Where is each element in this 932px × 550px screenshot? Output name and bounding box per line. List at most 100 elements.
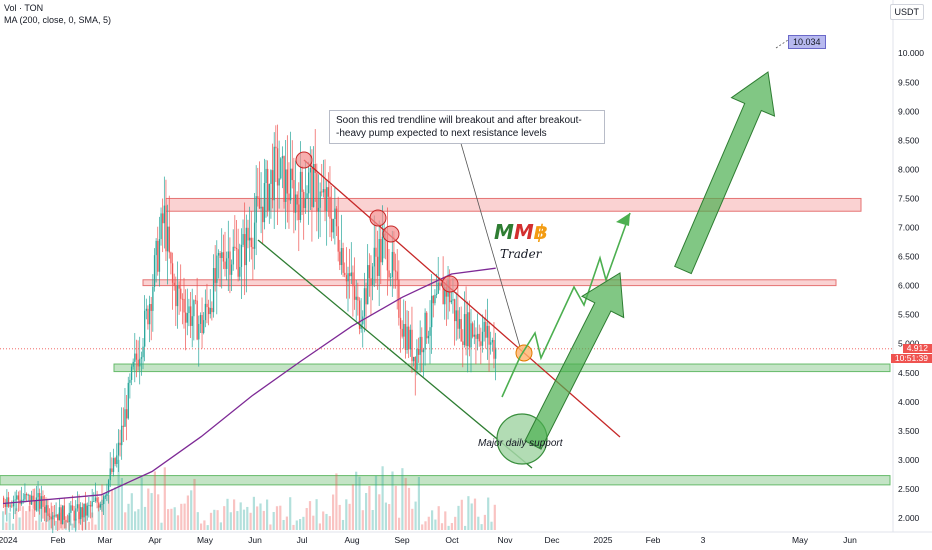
volume-bar <box>477 516 480 530</box>
candle-body <box>411 329 413 362</box>
volume-bar <box>285 516 288 530</box>
candle-body <box>117 442 120 456</box>
x-tick-label: Oct <box>445 535 459 545</box>
volume-bar <box>246 506 249 530</box>
candle-body <box>142 346 144 358</box>
candle-body <box>403 323 405 337</box>
candle-body <box>11 505 13 507</box>
volume-bar <box>289 497 292 530</box>
candle-body <box>488 325 490 345</box>
candle-body <box>306 193 308 199</box>
candle-body <box>427 335 430 339</box>
volume-bar <box>11 523 15 530</box>
candle-body <box>419 336 421 355</box>
volume-bar <box>305 508 308 530</box>
volume-bar <box>183 503 186 530</box>
candle-body <box>121 425 123 446</box>
breakout-circle <box>515 344 533 362</box>
candle-body <box>129 379 131 383</box>
candle-body <box>311 168 313 207</box>
candle-body <box>455 310 457 322</box>
volume-bar <box>134 511 137 530</box>
candle-body <box>109 468 111 481</box>
candle-body <box>373 247 375 267</box>
x-tick-label: Jul <box>297 535 308 545</box>
candle-body <box>42 496 44 507</box>
volume-bar <box>91 512 94 530</box>
volume-bar <box>256 506 259 530</box>
candle-body <box>363 288 366 317</box>
candle-body <box>204 303 207 321</box>
candle-body <box>158 239 161 272</box>
candle-body <box>226 258 228 269</box>
candle-body <box>6 497 8 507</box>
candle-body <box>270 170 272 184</box>
volume-bar <box>299 519 302 530</box>
volume-bar <box>272 511 275 530</box>
candle-body <box>48 515 51 517</box>
volume-bar <box>209 512 213 530</box>
candle-body <box>276 148 279 186</box>
callout-pointer <box>459 139 521 348</box>
candle-body <box>290 168 292 201</box>
candle-body <box>106 493 108 496</box>
volume-bar <box>153 471 156 530</box>
candle-body <box>353 286 356 300</box>
candle-body <box>462 341 464 345</box>
volume-bar <box>355 471 358 530</box>
candle-body <box>326 187 328 211</box>
candle-body <box>66 521 69 523</box>
candle-body <box>257 196 259 199</box>
candle-body <box>181 298 184 300</box>
volume-bar <box>200 523 203 530</box>
candle-body <box>414 356 416 370</box>
candle-body <box>268 183 270 211</box>
candle-body <box>37 493 39 498</box>
volume-bar <box>110 489 114 530</box>
candle-body <box>199 315 202 324</box>
projection-arrow-mid <box>524 272 625 450</box>
candle-body <box>124 409 126 427</box>
candle-body <box>470 323 472 348</box>
candle-body <box>486 325 489 338</box>
volume-bar <box>262 510 265 530</box>
candle-body <box>103 496 105 505</box>
candle-body <box>160 213 162 240</box>
candle-body <box>493 340 495 359</box>
x-tick-label: Feb <box>51 535 66 545</box>
countdown-badge: 10:51:39 <box>890 354 932 363</box>
annotation-callout[interactable]: Soon this red trendline will breakout an… <box>329 110 605 144</box>
candle-body <box>368 265 371 279</box>
candle-body <box>388 270 390 278</box>
candle-body <box>88 505 90 506</box>
volume-bar <box>332 494 335 530</box>
candle-body <box>332 219 334 233</box>
x-tick-label: Jun <box>843 535 857 545</box>
volume-bar <box>252 496 255 530</box>
volume-bar <box>322 511 325 530</box>
volume-bar <box>398 517 401 530</box>
currency-button[interactable]: USDT <box>889 4 924 20</box>
volume-bar <box>480 524 483 530</box>
volume-bar <box>94 524 97 530</box>
candle-body <box>303 191 305 209</box>
candle-body <box>45 505 47 513</box>
candle-body <box>309 168 311 173</box>
candle-body <box>16 495 18 500</box>
y-tick-label: 8.500 <box>898 135 920 145</box>
candle-body <box>431 295 433 328</box>
volume-bar <box>35 520 38 530</box>
candle-body <box>299 171 302 220</box>
candle-body <box>194 300 197 302</box>
target-price-label[interactable]: 10.034 <box>788 35 826 49</box>
candle-body <box>83 503 85 518</box>
candle-body <box>386 234 389 271</box>
candle-body <box>55 514 57 517</box>
y-tick-label: 5.000 <box>898 339 920 349</box>
indicator-label[interactable]: MA (200, close, 0, SMA, 5) <box>4 15 112 25</box>
candle-body <box>86 505 88 516</box>
candle-body <box>191 316 193 326</box>
candle-body <box>183 298 185 313</box>
